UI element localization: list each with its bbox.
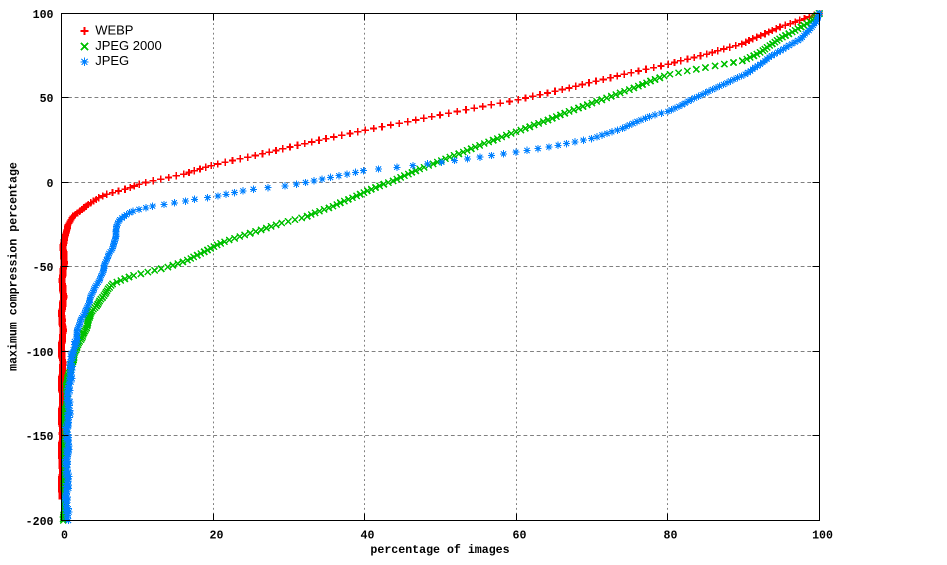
- svg-text:percentage of images: percentage of images: [370, 544, 509, 557]
- svg-text:60: 60: [513, 529, 527, 542]
- svg-text:100: 100: [33, 9, 54, 22]
- svg-text:WEBP: WEBP: [95, 22, 133, 37]
- svg-text:40: 40: [361, 529, 375, 542]
- svg-text:-100: -100: [26, 347, 54, 360]
- svg-text:50: 50: [40, 93, 54, 106]
- svg-text:0: 0: [47, 178, 54, 191]
- svg-text:-150: -150: [26, 431, 54, 444]
- svg-text:-50: -50: [33, 262, 54, 275]
- svg-text:maximum compression percentage: maximum compression percentage: [8, 162, 21, 371]
- svg-text:20: 20: [210, 529, 224, 542]
- svg-text:-200: -200: [26, 516, 54, 529]
- svg-text:80: 80: [664, 529, 678, 542]
- svg-text:100: 100: [812, 529, 833, 542]
- svg-text:JPEG 2000: JPEG 2000: [95, 38, 162, 53]
- svg-text:JPEG: JPEG: [95, 53, 129, 68]
- svg-text:0: 0: [61, 529, 68, 542]
